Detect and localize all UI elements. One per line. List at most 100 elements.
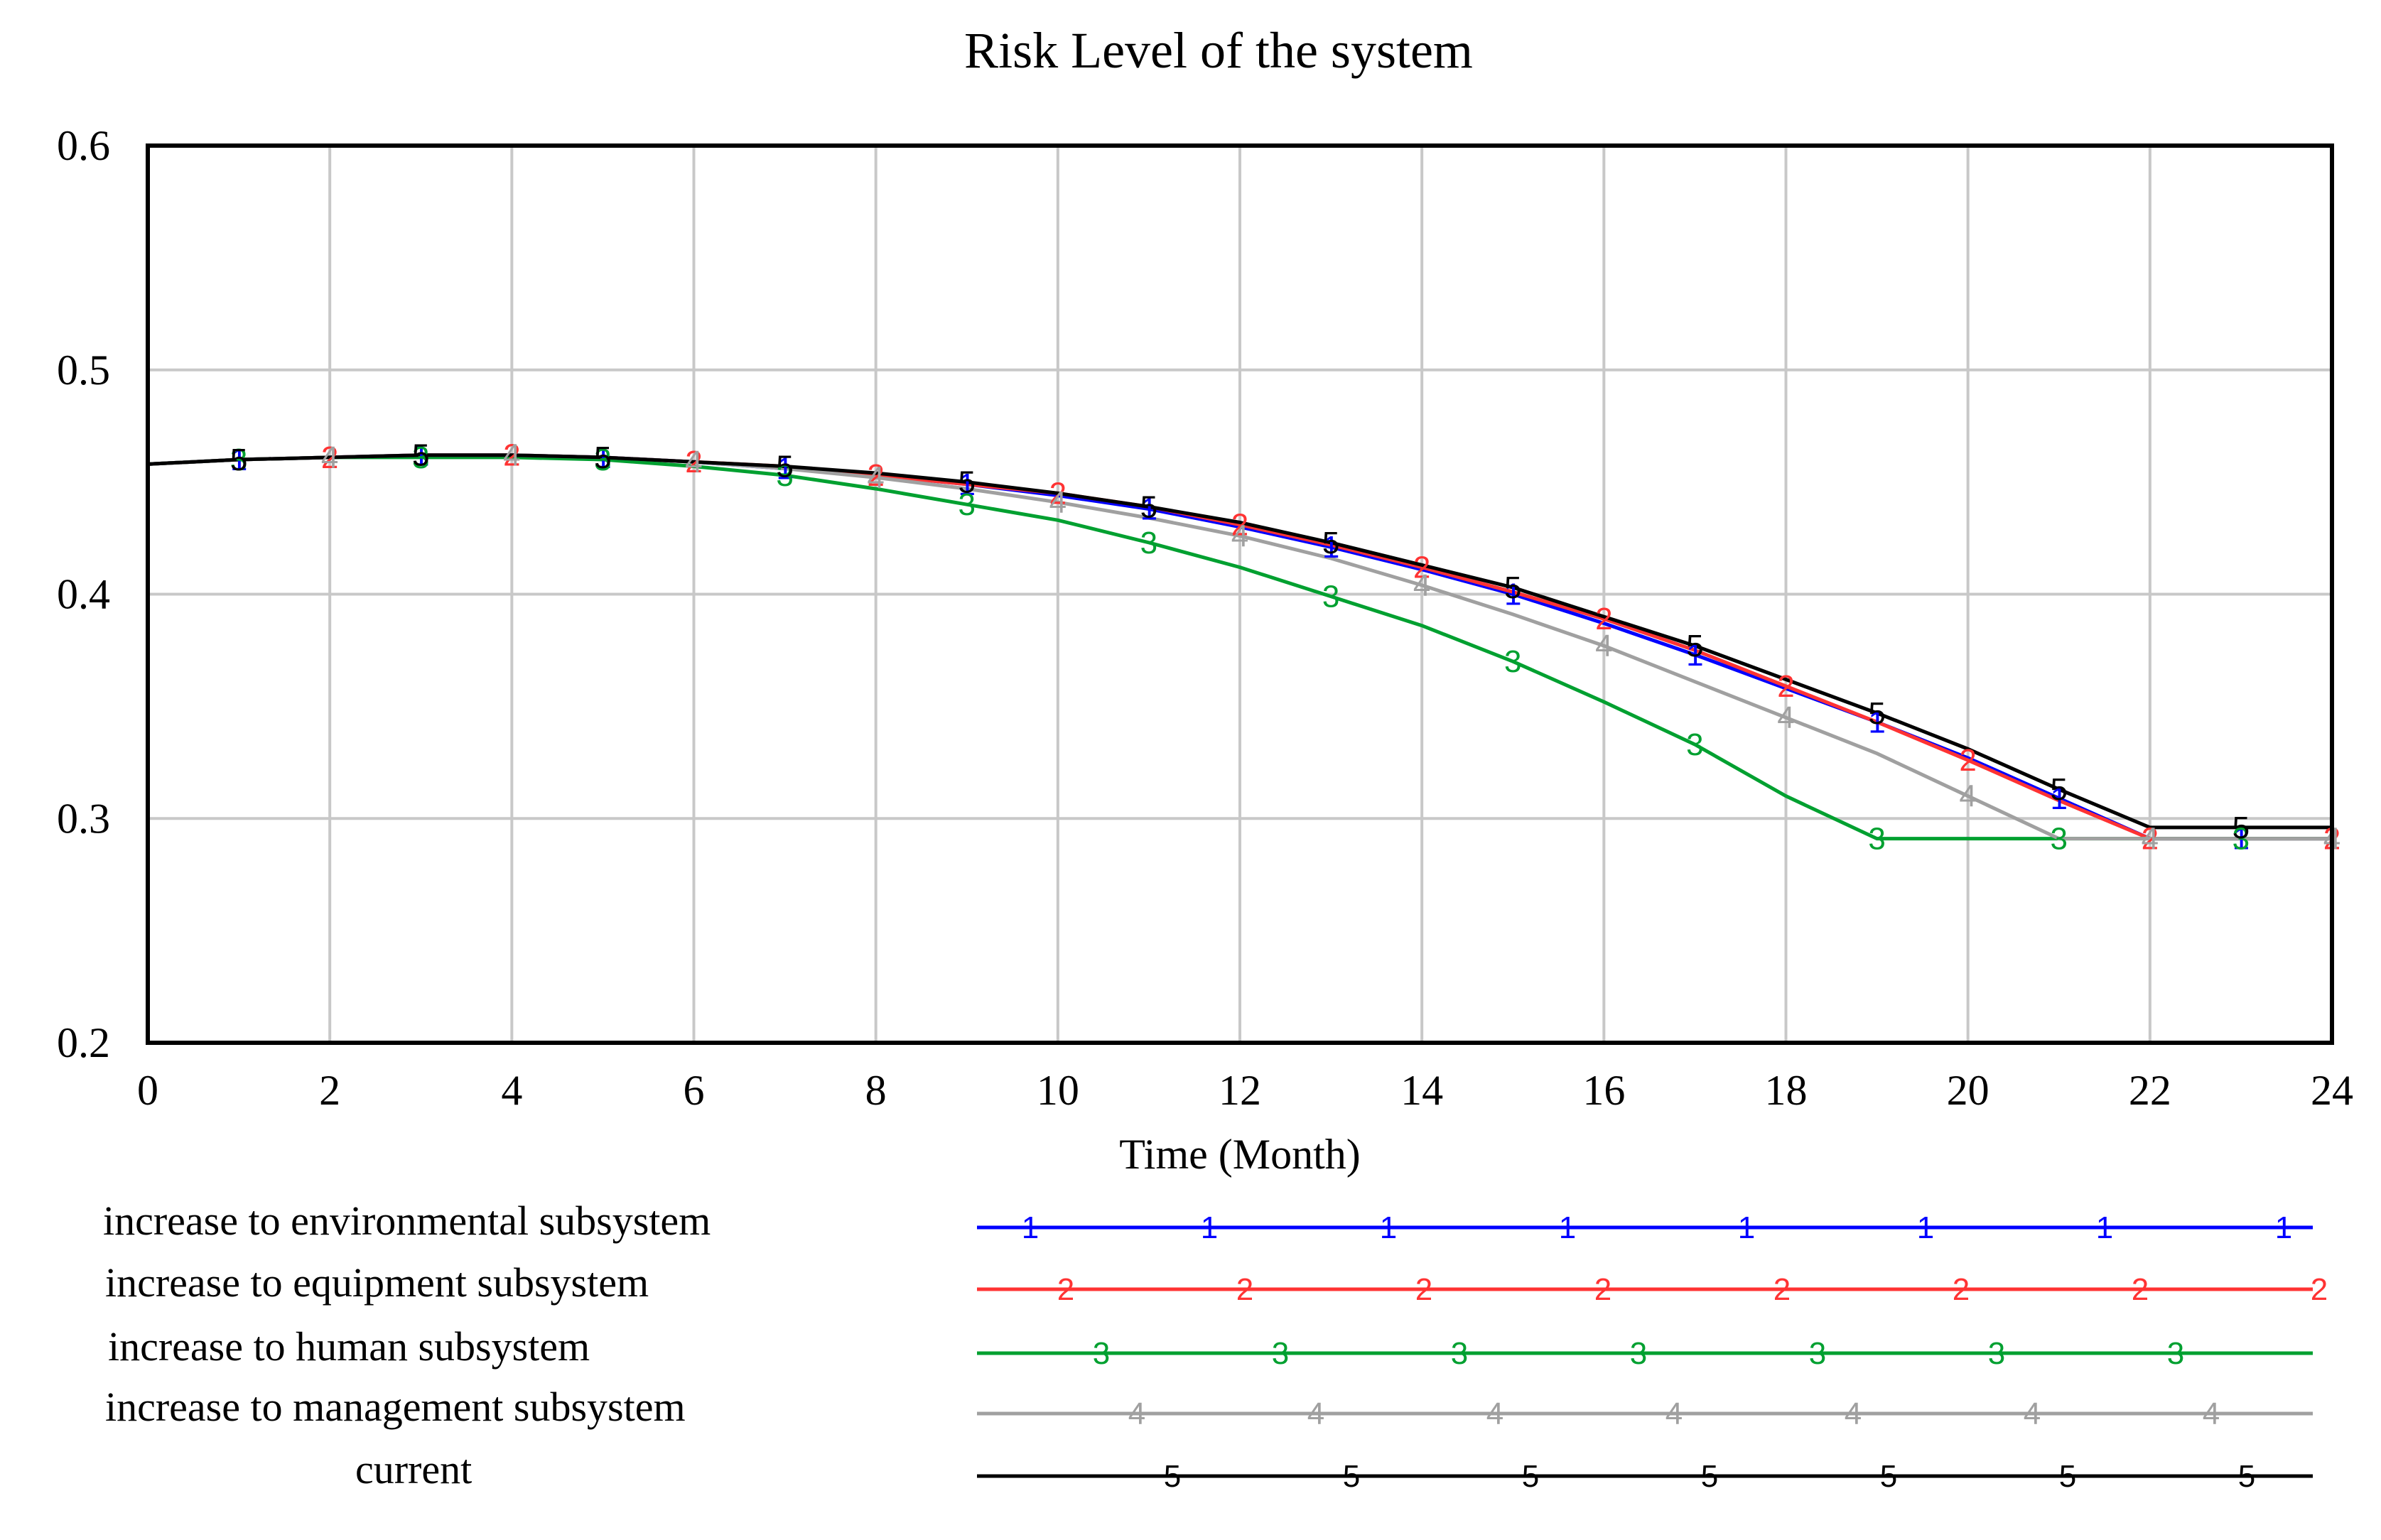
x-tick-label-2: 4 bbox=[501, 1067, 522, 1114]
legend-label-4: increase to management subsystem bbox=[105, 1384, 686, 1430]
legend-item-1: increase to environmental subsystem 1 1 1 1 1… bbox=[103, 1198, 2313, 1245]
series-5-point-marker: 5 bbox=[1868, 696, 1885, 731]
y-tick-label-2: 0.4 bbox=[57, 571, 110, 618]
series-4-point-marker: 4 bbox=[1959, 779, 1976, 814]
series-2-point-marker: 2 bbox=[2142, 822, 2159, 857]
legend-marker-2: 2 bbox=[2311, 1272, 2328, 1307]
series-5-point-marker: 5 bbox=[959, 465, 976, 500]
plot-frame bbox=[146, 143, 2334, 1045]
legend-marker-4: 4 bbox=[1307, 1397, 1324, 1431]
series-5-point-marker: 5 bbox=[1140, 489, 1157, 524]
legend-marker-1: 1 bbox=[1559, 1210, 1576, 1245]
legend-marker-1: 1 bbox=[1380, 1210, 1397, 1245]
legend-marker-3: 3 bbox=[1093, 1336, 1110, 1371]
series-2-point-marker: 2 bbox=[1777, 669, 1794, 704]
legend-marker-3: 3 bbox=[2167, 1336, 2184, 1371]
legend-marker-4: 4 bbox=[2024, 1397, 2041, 1431]
series-4-point-marker: 4 bbox=[2142, 822, 2159, 857]
legend-item-4: increase to management subsystem 4 4 4 4 4 4 4 bbox=[105, 1384, 2313, 1431]
legend-marker-3: 3 bbox=[1451, 1336, 1468, 1371]
series-4-point-marker: 4 bbox=[1049, 485, 1067, 520]
series-markers-1: 1 1 1 1 1 1 1 1 1 1 1 1 bbox=[230, 438, 2250, 857]
y-tick-label-3: 0.5 bbox=[57, 347, 110, 394]
legend-marker-3: 3 bbox=[1630, 1336, 1647, 1371]
grid-lines bbox=[146, 144, 2333, 1044]
series-1-point-marker: 1 bbox=[1686, 638, 1703, 673]
legend-marker-2: 2 bbox=[1773, 1272, 1791, 1307]
series-4-point-marker: 4 bbox=[1595, 629, 1612, 663]
series-4-point-marker: 4 bbox=[321, 440, 338, 475]
series-5-point-marker: 5 bbox=[594, 440, 611, 475]
y-tick-label-0: 0.2 bbox=[57, 1019, 110, 1066]
series-2-point-marker: 2 bbox=[685, 445, 702, 479]
series-5-point-marker: 5 bbox=[1322, 526, 1339, 560]
series-2-point-marker: 2 bbox=[1231, 508, 1248, 543]
legend-label-1: increase to environmental subsystem bbox=[103, 1198, 711, 1244]
legend-marker-2: 2 bbox=[1057, 1272, 1074, 1307]
legend-marker-1: 1 bbox=[1022, 1210, 1039, 1245]
legend-marker-2: 2 bbox=[1415, 1272, 1432, 1307]
x-tick-label-12: 24 bbox=[2311, 1067, 2353, 1114]
series-3-point-marker: 3 bbox=[1868, 822, 1885, 857]
y-axis-ticks: 0.2 0.3 0.4 0.5 0.6 bbox=[57, 122, 110, 1066]
legend-marker-1: 1 bbox=[1738, 1210, 1755, 1245]
legend-marker-2: 2 bbox=[1953, 1272, 1970, 1307]
series-5-point-marker: 5 bbox=[230, 443, 247, 477]
series-3-point-marker: 3 bbox=[594, 443, 611, 477]
legend-marker-1: 1 bbox=[1201, 1210, 1218, 1245]
series-1-point-marker: 1 bbox=[2051, 781, 2068, 816]
series-1-point-marker: 1 bbox=[2232, 822, 2250, 857]
legend-marker-4: 4 bbox=[1486, 1397, 1503, 1431]
legend-marker-5: 5 bbox=[2059, 1459, 2076, 1494]
legend-item-5: current 5 5 5 5 5 5 5 bbox=[355, 1446, 2313, 1494]
y-tick-label-4: 0.6 bbox=[57, 122, 110, 169]
legend-marker-2: 2 bbox=[1594, 1272, 1611, 1307]
series-1-point-marker: 1 bbox=[1868, 705, 1885, 739]
series-1-point-marker: 1 bbox=[230, 443, 247, 477]
x-tick-label-5: 10 bbox=[1037, 1067, 1079, 1114]
series-2-point-marker: 2 bbox=[1049, 476, 1067, 511]
series-2-point-marker: 2 bbox=[503, 438, 520, 473]
series-4-point-marker: 4 bbox=[1413, 568, 1430, 603]
x-tick-label-11: 22 bbox=[2129, 1067, 2171, 1114]
x-axis-label: Time (Month) bbox=[1119, 1131, 1361, 1178]
series-3-point-marker: 3 bbox=[412, 440, 429, 475]
x-tick-label-0: 0 bbox=[137, 1067, 158, 1114]
legend-label-2: increase to equipment subsystem bbox=[105, 1259, 649, 1306]
series-5-point-marker: 5 bbox=[1504, 570, 1521, 605]
legend-label-3: increase to human subsystem bbox=[108, 1323, 590, 1370]
series-4-point-marker: 4 bbox=[503, 438, 520, 473]
x-tick-label-6: 12 bbox=[1219, 1067, 1261, 1114]
legend-marker-3: 3 bbox=[1809, 1336, 1826, 1371]
series-3-point-marker: 3 bbox=[1140, 526, 1157, 560]
legend-marker-5: 5 bbox=[1343, 1459, 1360, 1494]
legend-item-3: increase to human subsystem 3 3 3 3 3 3 3 bbox=[108, 1323, 2313, 1371]
series-4-point-marker: 4 bbox=[685, 445, 702, 479]
x-tick-label-10: 20 bbox=[1947, 1067, 1989, 1114]
series-1-point-marker: 1 bbox=[1504, 578, 1521, 612]
series-1-point-marker: 1 bbox=[412, 438, 429, 473]
series-1-point-marker: 1 bbox=[1140, 492, 1157, 527]
series-lines bbox=[147, 453, 2332, 841]
series-4-point-marker: 4 bbox=[1777, 700, 1794, 735]
series-line-3 bbox=[147, 455, 2332, 841]
legend-marker-4: 4 bbox=[1128, 1397, 1145, 1431]
series-markers-5: 5 5 5 5 5 5 5 5 5 5 5 5 bbox=[230, 438, 2250, 845]
series-3-point-marker: 3 bbox=[230, 443, 247, 477]
legend-marker-4: 4 bbox=[2203, 1397, 2220, 1431]
series-5-point-marker: 5 bbox=[2232, 810, 2250, 845]
legend-marker-3: 3 bbox=[1272, 1336, 1289, 1371]
series-4-point-marker: 4 bbox=[867, 460, 884, 495]
legend-marker-1: 1 bbox=[2275, 1210, 2292, 1245]
series-2-point-marker: 2 bbox=[321, 440, 338, 475]
series-3-point-marker: 3 bbox=[959, 487, 976, 522]
x-tick-label-1: 2 bbox=[319, 1067, 340, 1114]
y-tick-label-1: 0.3 bbox=[57, 795, 110, 842]
x-axis-ticks: 0 2 4 6 8 10 12 14 16 18 20 22 24 bbox=[137, 1067, 2353, 1114]
series-3-point-marker: 3 bbox=[1686, 727, 1703, 762]
x-tick-label-7: 14 bbox=[1400, 1067, 1443, 1114]
